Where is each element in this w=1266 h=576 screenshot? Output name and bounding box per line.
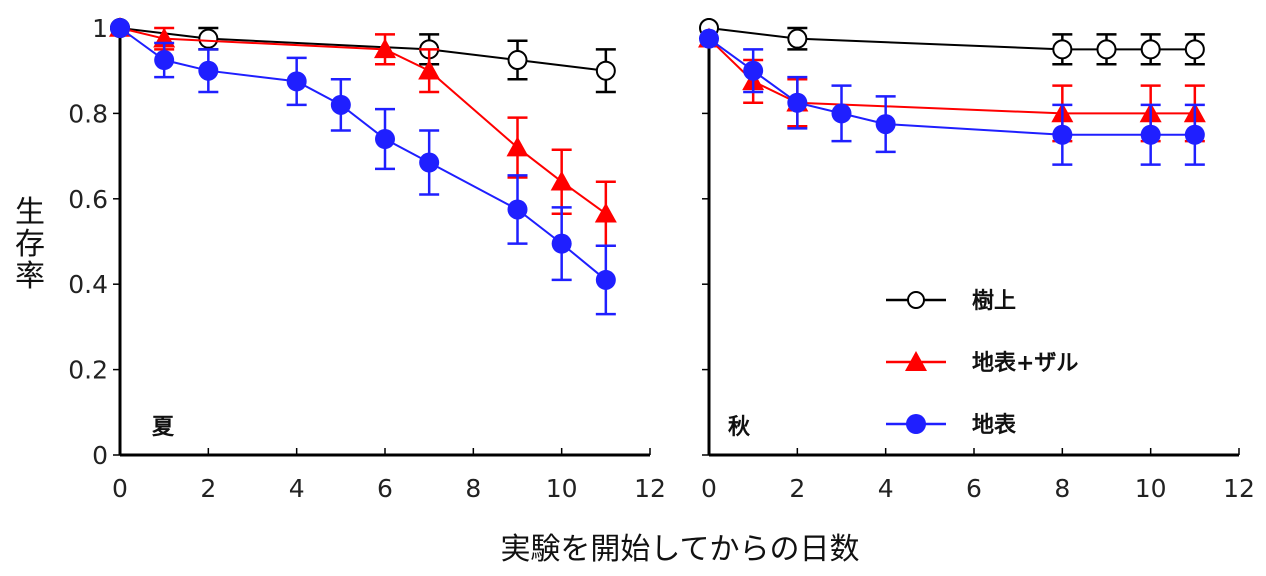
series-open-circle [110,18,616,94]
x-tick-label: 2 [789,474,805,503]
data-point [198,28,219,49]
data-point [699,28,719,49]
legend-label: 地表 [972,413,1017,438]
data-point [507,199,528,220]
legend-label: 地表+ザル [972,351,1078,376]
x-tick-label: 6 [966,474,982,503]
data-point [743,60,764,81]
series-triangle [109,17,617,248]
x-tick-label: 10 [546,474,578,503]
legend-marker [906,414,926,434]
data-point [286,71,307,92]
data-point [551,233,572,254]
data-point [110,18,130,38]
x-axis-title: 実験を開始してからの日数 [500,532,859,567]
data-point [1140,39,1161,60]
y-axis-title-char-1: 生 [15,195,45,230]
x-tick-label: 12 [1223,474,1255,503]
x-tick-label: 4 [289,474,305,503]
legend-marker [905,351,927,371]
data-point [831,103,852,124]
legend-item: 樹上 [886,288,1016,314]
data-point [198,60,219,81]
data-point [419,152,440,173]
series-line [119,27,607,281]
series-line [708,37,1195,136]
data-point [375,129,395,150]
data-point [1052,39,1073,60]
x-tick-label: 8 [1054,474,1070,503]
series-open-circle [699,18,1205,66]
data-point [330,94,351,115]
y-tick-label: 0.6 [68,185,108,214]
data-point [787,92,808,113]
legend-item: 地表 [886,413,1017,438]
x-tick-label: 6 [377,474,393,503]
series-line [119,27,606,72]
data-point [595,60,616,81]
chart-panel-1: 0 2 4 6 8 10 12 0 0.2 0.4 0.6 0.8 1 夏 [68,14,666,503]
y-tick-label: 1 [92,14,108,43]
legend-marker [907,291,925,309]
x-tick-label: 4 [878,474,894,503]
data-point [1184,39,1205,60]
y-tick-label: 0.4 [68,270,108,299]
chart-panels: 0 2 4 6 8 10 12 0 0.2 0.4 0.6 0.8 1 夏 0 2 4 6 8 10 12 秋 [68,14,1255,503]
data-point [550,170,573,191]
y-axis-title-char-3: 率 [15,259,45,294]
data-point [1184,124,1205,145]
data-point [374,38,396,59]
data-point [507,50,528,71]
data-point [594,202,617,223]
x-tick-label: 0 [112,474,128,503]
panel-label: 秋 [728,415,751,440]
y-axis-title-char-2: 存 [15,227,45,262]
data-point [1140,124,1161,145]
y-tick-label: 0.8 [68,99,108,128]
x-tick-label: 0 [701,474,717,503]
legend-label: 樹上 [972,288,1016,314]
chart-panel-2: 0 2 4 6 8 10 12 秋 [698,18,1255,503]
data-point [1096,39,1117,60]
panel-label: 夏 [152,415,175,440]
x-tick-label: 12 [634,474,666,503]
x-tick-label: 8 [465,474,481,503]
data-point [787,28,808,49]
data-point [875,114,896,135]
series-filled-circle [699,28,1205,166]
x-tick-label: 2 [200,474,216,503]
series-line [708,27,1195,51]
data-point [595,269,616,290]
y-tick-label: 0.2 [68,356,108,385]
data-point [418,59,441,80]
x-tick-label: 10 [1135,474,1167,503]
data-point [1052,124,1073,145]
data-point [506,136,529,157]
legend-item: 地表+ザル [886,351,1078,376]
y-tick-label: 0 [92,441,108,470]
series-filled-circle [110,18,616,316]
data-point [154,50,175,71]
